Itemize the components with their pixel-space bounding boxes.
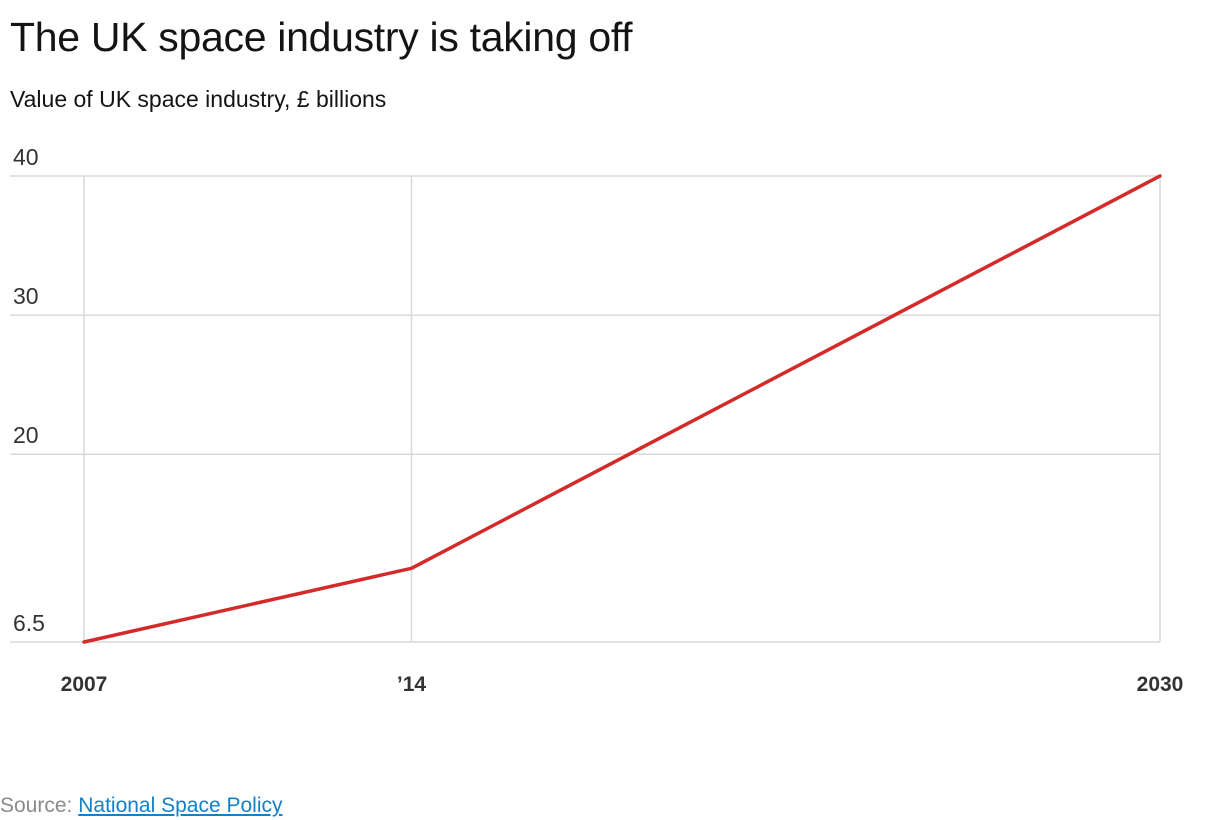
source-prefix: Source: — [0, 794, 79, 817]
y-tick-label: 30 — [13, 283, 39, 309]
y-tick-label: 6.5 — [13, 610, 45, 636]
series-layer — [82, 174, 1162, 644]
x-tick-label: ’14 — [397, 673, 427, 696]
source-link[interactable]: National Space Policy — [78, 794, 283, 817]
series-line — [82, 174, 1162, 644]
chart-title: The UK space industry is taking off — [10, 14, 633, 60]
y-tick-label: 20 — [13, 422, 39, 448]
y-tick-label: 40 — [13, 144, 39, 170]
x-tick-label: 2030 — [1137, 673, 1184, 696]
grid-lines — [10, 175, 1161, 643]
chart-subtitle: Value of UK space industry, £ billions — [10, 86, 387, 112]
source-note: Source: National Space Policy — [0, 794, 283, 818]
x-tick-label: 2007 — [61, 673, 108, 696]
